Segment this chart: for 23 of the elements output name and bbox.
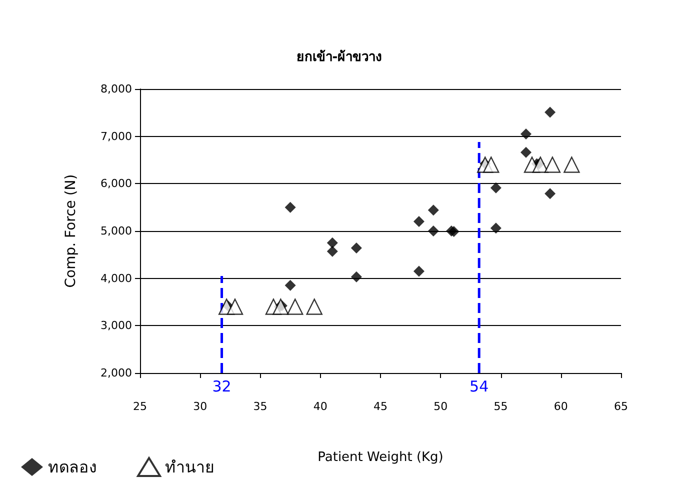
annotation: 32 [212, 378, 232, 396]
x-tick-label: 45 [374, 400, 388, 413]
x-tick-label: 50 [434, 400, 448, 413]
x-tick-label: 60 [554, 400, 568, 413]
legend-label: ทำนาย [165, 458, 214, 476]
chart-title: ยกเข้า-ผ้าขวาง [296, 49, 382, 65]
y-tick-label: 4,000 [100, 272, 132, 285]
x-tick-label: 55 [494, 400, 508, 413]
x-tick-label: 40 [313, 400, 328, 413]
y-tick-label: 3,000 [100, 319, 132, 332]
y-tick-label: 7,000 [100, 130, 132, 143]
y-tick-label: 2,000 [100, 366, 132, 380]
x-tick-label: 65 [614, 400, 628, 413]
y-tick-label: 5,000 [100, 224, 132, 238]
x-tick-label: 35 [253, 400, 268, 413]
y-axis-title: Comp. Force (N) [63, 174, 79, 288]
y-tick-label: 6,000 [100, 177, 132, 190]
annotation: 54 [470, 378, 489, 396]
y-tick-label: 8,000 [100, 82, 132, 96]
x-tick-label: 30 [193, 400, 208, 413]
legend-label: ทดลอง [48, 458, 97, 476]
x-axis-title: Patient Weight (Kg) [318, 450, 444, 465]
x-tick-label: 25 [133, 400, 147, 413]
